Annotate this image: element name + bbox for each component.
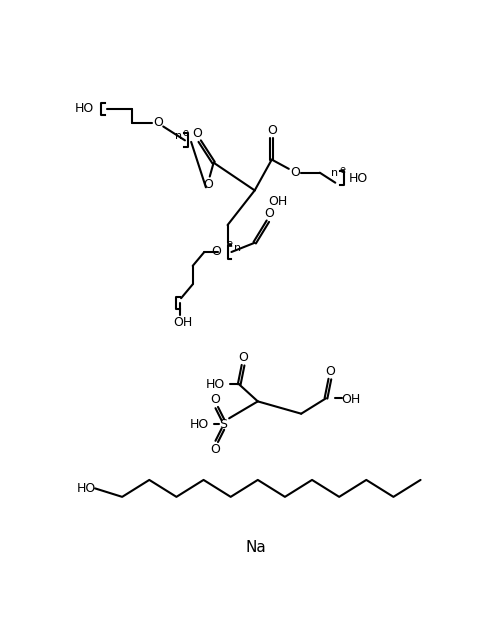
Text: O: O — [267, 124, 276, 137]
Text: e: e — [227, 240, 233, 249]
Text: e: e — [340, 166, 345, 175]
Text: O: O — [264, 207, 274, 220]
Text: O: O — [210, 443, 220, 455]
Text: e: e — [182, 127, 188, 138]
Text: HO: HO — [206, 378, 225, 391]
Text: S: S — [219, 418, 227, 431]
Text: Na: Na — [246, 540, 266, 555]
Text: OH: OH — [174, 317, 193, 329]
Text: O: O — [238, 351, 248, 364]
Text: HO: HO — [349, 171, 368, 185]
Text: n: n — [332, 168, 338, 178]
Text: HO: HO — [190, 418, 209, 431]
Text: O: O — [153, 116, 163, 129]
Text: O: O — [212, 245, 222, 259]
Text: O: O — [290, 166, 300, 179]
Text: OH: OH — [268, 196, 288, 208]
Text: OH: OH — [342, 393, 361, 406]
Text: HO: HO — [74, 103, 94, 115]
Text: O: O — [204, 178, 213, 190]
Text: n: n — [234, 243, 241, 253]
Text: O: O — [325, 365, 335, 378]
Text: O: O — [210, 393, 220, 406]
Text: n: n — [176, 131, 182, 141]
Text: O: O — [192, 127, 202, 140]
Text: HO: HO — [76, 482, 96, 495]
